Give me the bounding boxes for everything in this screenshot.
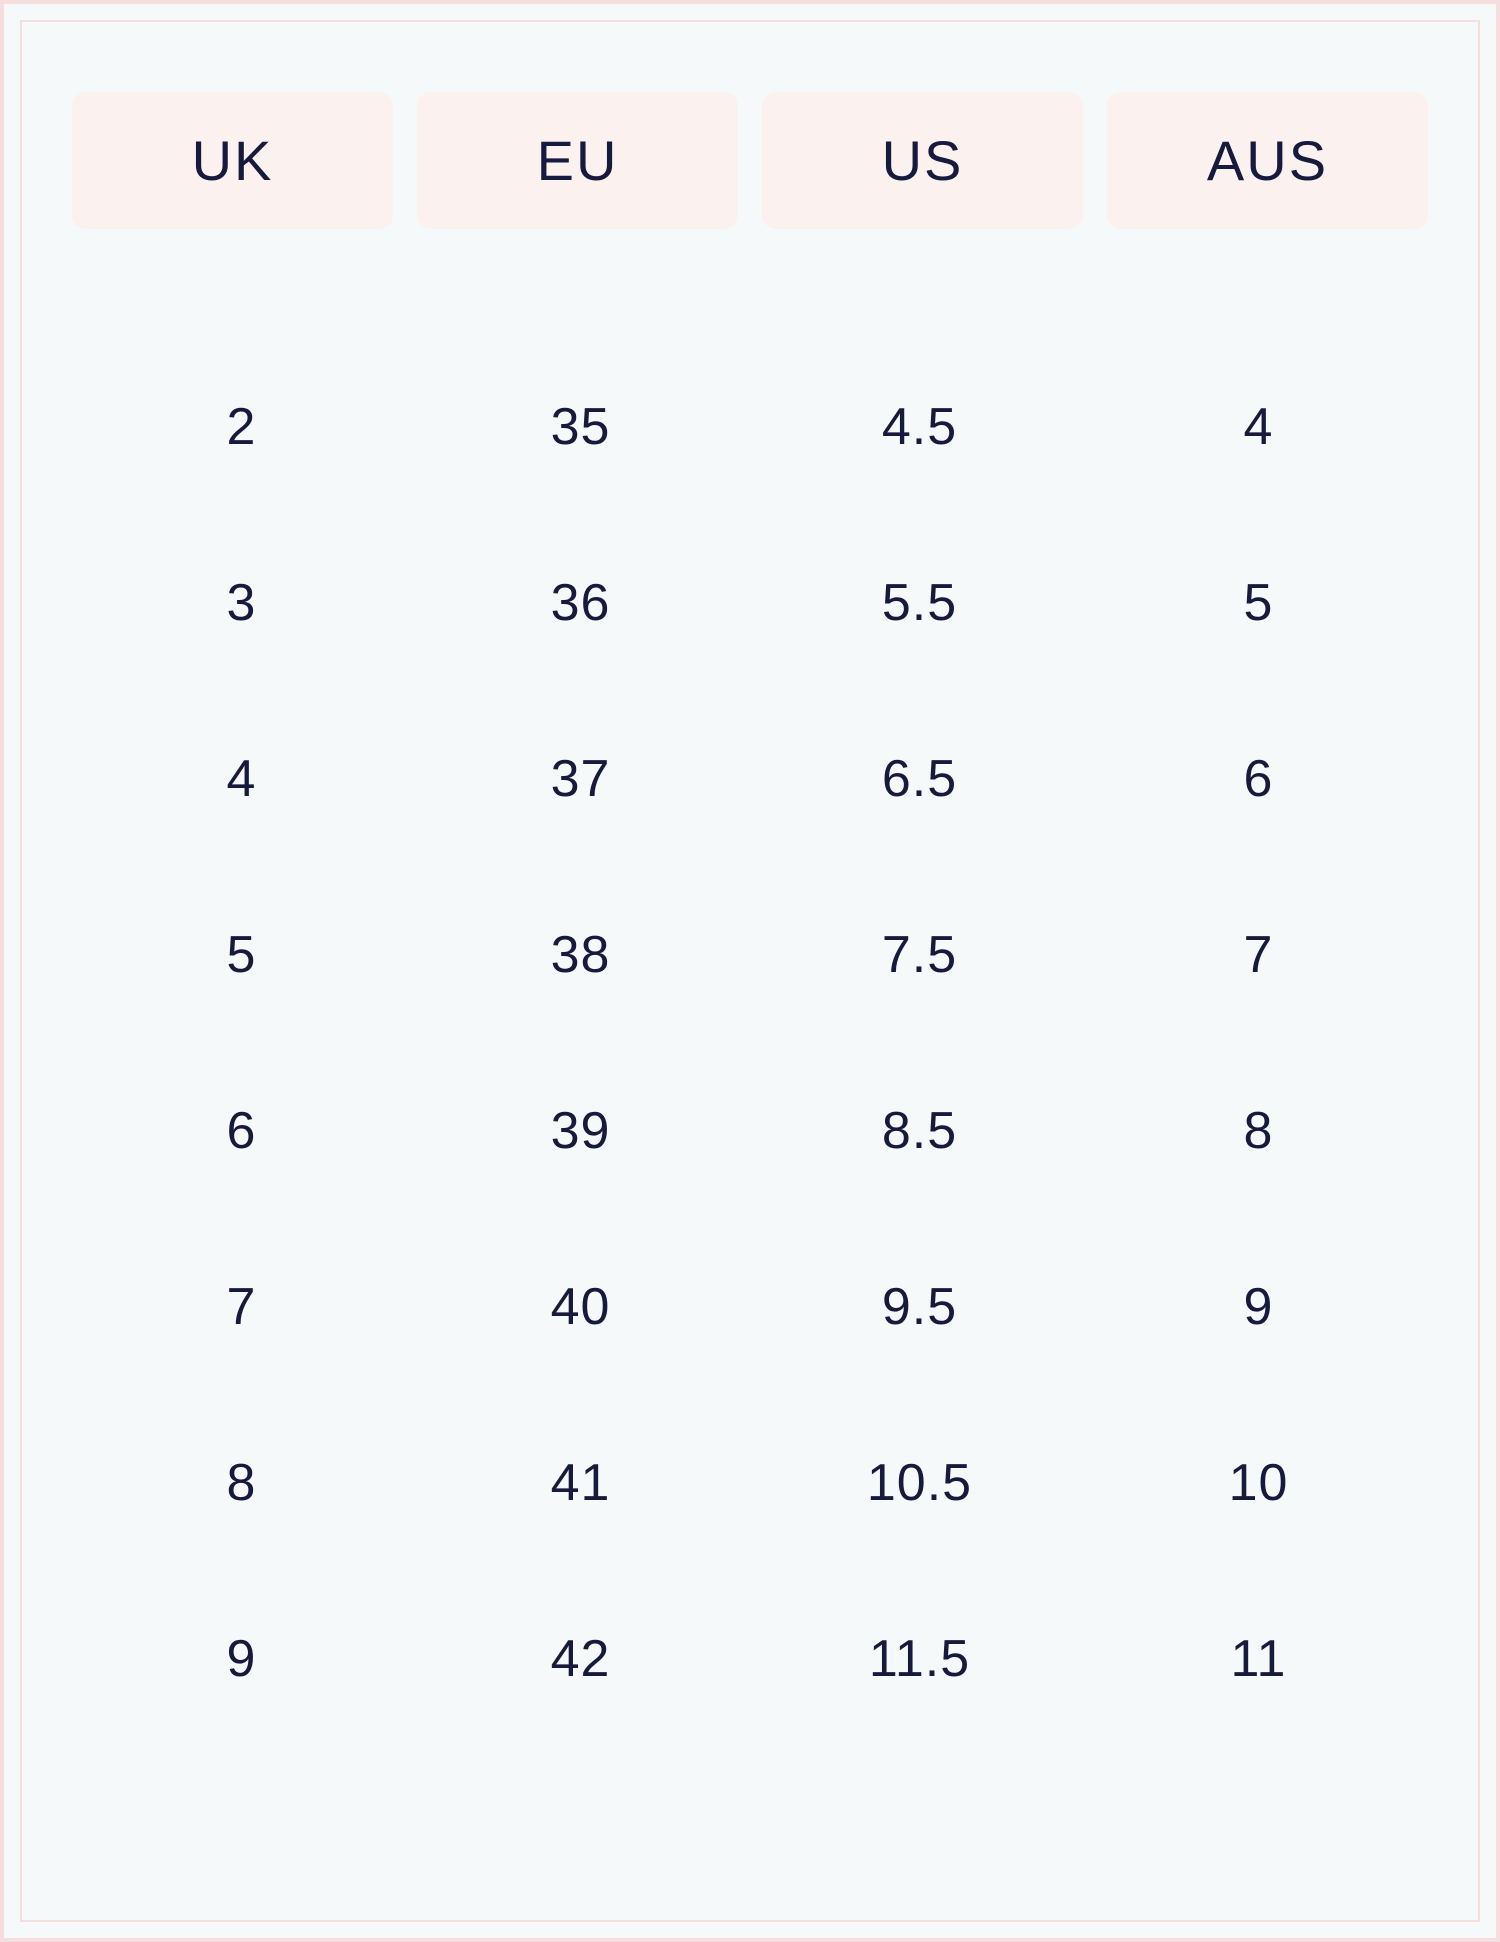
cell-uk: 4 bbox=[72, 753, 411, 805]
table-row: 6 39 8.5 8 bbox=[72, 1043, 1428, 1219]
table-row: 8 41 10.5 10 bbox=[72, 1395, 1428, 1571]
cell-us: 6.5 bbox=[750, 753, 1089, 805]
size-chart-outer-frame: UK EU US AUS 2 35 4.5 4 3 36 5.5 5 4 37 … bbox=[0, 0, 1500, 1942]
column-header-aus: AUS bbox=[1107, 92, 1428, 229]
cell-eu: 37 bbox=[411, 753, 750, 805]
cell-us: 5.5 bbox=[750, 577, 1089, 629]
size-chart-inner-frame: UK EU US AUS 2 35 4.5 4 3 36 5.5 5 4 37 … bbox=[20, 20, 1480, 1922]
column-header-us: US bbox=[762, 92, 1083, 229]
cell-uk: 7 bbox=[72, 1281, 411, 1333]
table-row: 2 35 4.5 4 bbox=[72, 339, 1428, 515]
table-row: 3 36 5.5 5 bbox=[72, 515, 1428, 691]
table-row: 9 42 11.5 11 bbox=[72, 1571, 1428, 1747]
cell-us: 11.5 bbox=[750, 1633, 1089, 1685]
cell-aus: 10 bbox=[1089, 1457, 1428, 1509]
cell-eu: 35 bbox=[411, 401, 750, 453]
column-header-eu: EU bbox=[417, 92, 738, 229]
cell-aus: 9 bbox=[1089, 1281, 1428, 1333]
cell-us: 4.5 bbox=[750, 401, 1089, 453]
cell-eu: 38 bbox=[411, 929, 750, 981]
cell-aus: 5 bbox=[1089, 577, 1428, 629]
cell-uk: 8 bbox=[72, 1457, 411, 1509]
cell-uk: 2 bbox=[72, 401, 411, 453]
column-header-uk: UK bbox=[72, 92, 393, 229]
cell-us: 10.5 bbox=[750, 1457, 1089, 1509]
cell-aus: 6 bbox=[1089, 753, 1428, 805]
cell-aus: 7 bbox=[1089, 929, 1428, 981]
cell-aus: 8 bbox=[1089, 1105, 1428, 1157]
cell-uk: 9 bbox=[72, 1633, 411, 1685]
table-row: 4 37 6.5 6 bbox=[72, 691, 1428, 867]
table-row: 5 38 7.5 7 bbox=[72, 867, 1428, 1043]
cell-eu: 40 bbox=[411, 1281, 750, 1333]
cell-eu: 39 bbox=[411, 1105, 750, 1157]
size-chart-header-row: UK EU US AUS bbox=[72, 92, 1428, 229]
cell-us: 7.5 bbox=[750, 929, 1089, 981]
cell-aus: 4 bbox=[1089, 401, 1428, 453]
cell-aus: 11 bbox=[1089, 1633, 1428, 1685]
cell-us: 9.5 bbox=[750, 1281, 1089, 1333]
cell-uk: 5 bbox=[72, 929, 411, 981]
cell-eu: 41 bbox=[411, 1457, 750, 1509]
cell-eu: 42 bbox=[411, 1633, 750, 1685]
cell-us: 8.5 bbox=[750, 1105, 1089, 1157]
cell-uk: 6 bbox=[72, 1105, 411, 1157]
cell-eu: 36 bbox=[411, 577, 750, 629]
table-row: 7 40 9.5 9 bbox=[72, 1219, 1428, 1395]
cell-uk: 3 bbox=[72, 577, 411, 629]
